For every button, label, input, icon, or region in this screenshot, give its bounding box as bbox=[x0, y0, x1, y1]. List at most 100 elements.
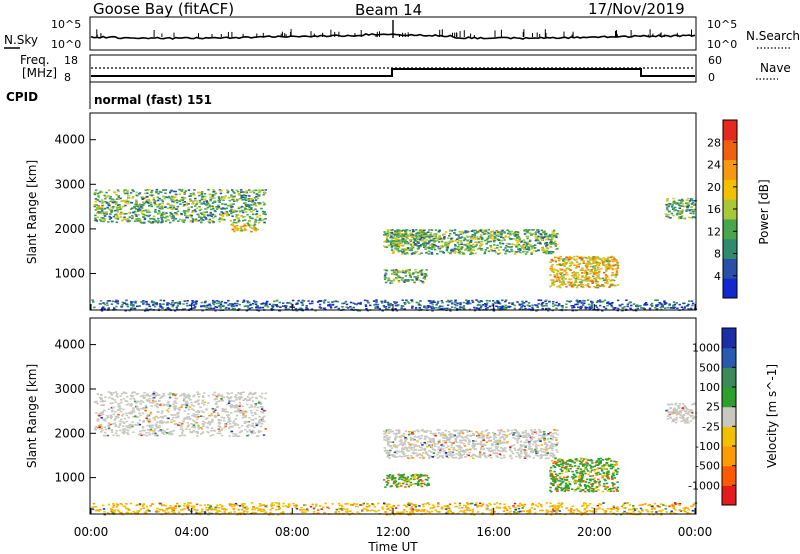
echo-cell bbox=[123, 216, 126, 219]
echo-cell bbox=[412, 243, 415, 245]
echo-cell bbox=[154, 400, 157, 403]
echo-cell bbox=[410, 246, 413, 249]
echo-cell bbox=[586, 284, 589, 287]
echo-cell bbox=[552, 251, 555, 253]
echo-cell bbox=[251, 422, 254, 425]
echo-cell bbox=[287, 308, 290, 310]
echo-cell bbox=[610, 283, 613, 285]
echo-cell bbox=[435, 233, 438, 235]
echo-cell bbox=[518, 240, 521, 242]
echo-cell bbox=[115, 201, 118, 204]
echo-cell bbox=[535, 304, 538, 307]
echo-cell bbox=[183, 197, 187, 199]
echo-cell bbox=[250, 425, 254, 427]
echo-cell bbox=[194, 303, 197, 306]
echo-cell bbox=[132, 409, 135, 412]
echo-cell bbox=[171, 302, 174, 304]
echo-cell bbox=[686, 305, 689, 307]
echo-cell bbox=[417, 246, 421, 249]
echo-cell bbox=[98, 212, 101, 214]
echo-cell bbox=[174, 405, 177, 407]
echo-cell bbox=[106, 434, 110, 437]
echo-cell bbox=[239, 411, 243, 413]
echo-cell bbox=[527, 235, 530, 238]
echo-cell bbox=[150, 205, 154, 208]
echo-cell bbox=[91, 299, 94, 301]
echo-cell bbox=[172, 430, 176, 432]
echo-cell bbox=[545, 445, 548, 448]
echo-cell bbox=[144, 405, 148, 407]
echo-cell bbox=[252, 228, 255, 230]
echo-cell bbox=[399, 235, 402, 237]
echo-cell bbox=[466, 247, 469, 249]
echo-cell bbox=[463, 231, 466, 234]
echo-cell bbox=[518, 304, 522, 306]
echo-cell bbox=[575, 277, 578, 280]
echo-cell bbox=[609, 279, 612, 282]
echo-cell bbox=[153, 429, 156, 432]
echo-cell bbox=[519, 245, 522, 247]
echo-cell bbox=[586, 306, 589, 309]
echo-cell bbox=[458, 446, 461, 448]
echo-cell bbox=[440, 300, 443, 302]
echo-cell bbox=[162, 433, 166, 435]
echo-cell bbox=[468, 248, 471, 251]
echo-cell bbox=[449, 441, 452, 444]
echo-cell bbox=[211, 220, 215, 223]
echo-cell bbox=[180, 424, 183, 427]
echo-cell bbox=[385, 308, 388, 310]
echo-cell bbox=[516, 251, 519, 253]
echo-cell bbox=[265, 303, 268, 305]
echo-cell bbox=[173, 200, 176, 202]
echo-cell bbox=[485, 441, 489, 444]
echo-cell bbox=[559, 273, 562, 276]
echo-cell bbox=[116, 211, 120, 213]
echo-cell bbox=[468, 308, 472, 311]
echo-cell bbox=[423, 234, 426, 237]
echo-cell bbox=[470, 246, 473, 249]
echo-cell bbox=[470, 230, 474, 232]
echo-cell bbox=[449, 252, 452, 254]
echo-cell bbox=[416, 245, 419, 247]
echo-cell bbox=[215, 306, 219, 309]
echo-cell bbox=[142, 421, 145, 423]
echo-cell bbox=[516, 301, 519, 303]
echo-cell bbox=[595, 269, 598, 271]
echo-cell bbox=[191, 414, 194, 417]
echo-cell bbox=[185, 203, 188, 206]
echo-cell bbox=[146, 394, 149, 397]
echo-cell bbox=[284, 308, 288, 310]
echo-cell bbox=[292, 306, 295, 308]
echo-cell bbox=[152, 394, 155, 397]
echo-cell bbox=[211, 407, 214, 410]
echo-cell bbox=[481, 231, 484, 234]
echo-cell bbox=[235, 210, 238, 213]
echo-cell bbox=[404, 279, 407, 281]
echo-cell bbox=[417, 302, 421, 304]
echo-cell bbox=[537, 299, 540, 301]
echo-cell bbox=[486, 302, 489, 304]
echo-cell bbox=[516, 231, 520, 233]
echo-cell bbox=[444, 429, 447, 432]
echo-cell bbox=[447, 244, 450, 247]
echo-cell bbox=[230, 195, 233, 198]
echo-cell bbox=[220, 416, 223, 419]
echo-cell bbox=[187, 415, 190, 418]
echo-cell bbox=[96, 216, 100, 219]
echo-cell bbox=[260, 207, 263, 210]
echo-cell bbox=[175, 301, 178, 304]
echo-cell bbox=[434, 229, 438, 231]
echo-cell bbox=[194, 210, 197, 213]
echo-cell bbox=[536, 239, 540, 241]
echo-cell bbox=[238, 220, 241, 222]
echo-cell bbox=[405, 270, 408, 272]
echo-cell bbox=[691, 304, 694, 307]
echo-cell bbox=[172, 214, 175, 217]
echo-cell bbox=[497, 234, 500, 236]
echo-cell bbox=[550, 241, 553, 243]
echo-cell bbox=[153, 305, 157, 308]
echo-cell bbox=[161, 410, 164, 412]
echo-cell bbox=[185, 216, 188, 219]
echo-cell bbox=[223, 417, 226, 419]
echo-cell bbox=[221, 214, 225, 216]
